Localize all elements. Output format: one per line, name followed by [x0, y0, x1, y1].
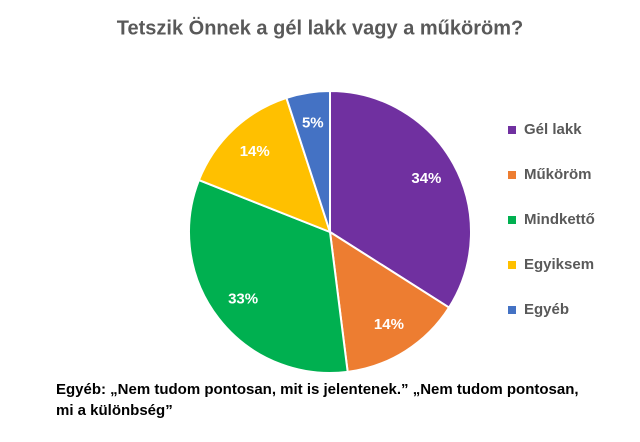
legend-label: Egyéb [524, 301, 569, 318]
pie-slice [188, 178, 349, 374]
data-label: 5% [302, 114, 324, 131]
legend-swatch [508, 126, 516, 134]
data-label: 14% [374, 316, 404, 333]
legend-label: Mindkettő [524, 211, 595, 228]
legend-swatch [508, 171, 516, 179]
data-label: 34% [411, 170, 441, 187]
chart-title: Tetszik Önnek a gél lakk vagy a műköröm? [117, 16, 523, 39]
legend-label: Műköröm [524, 166, 592, 183]
legend-label: Gél lakk [524, 121, 582, 138]
pie-slice [328, 230, 451, 374]
pie-slice [285, 89, 331, 233]
data-label: 33% [228, 290, 258, 307]
annotation: Egyéb: „Nem tudom pontosan, mit is jelen… [56, 381, 579, 398]
data-label: 14% [240, 143, 270, 160]
annotation: mi a különbség” [56, 402, 173, 419]
legend-label: Egyiksem [524, 256, 594, 273]
legend-swatch [508, 216, 516, 224]
legend-swatch [508, 261, 516, 269]
legend-swatch [508, 306, 516, 314]
